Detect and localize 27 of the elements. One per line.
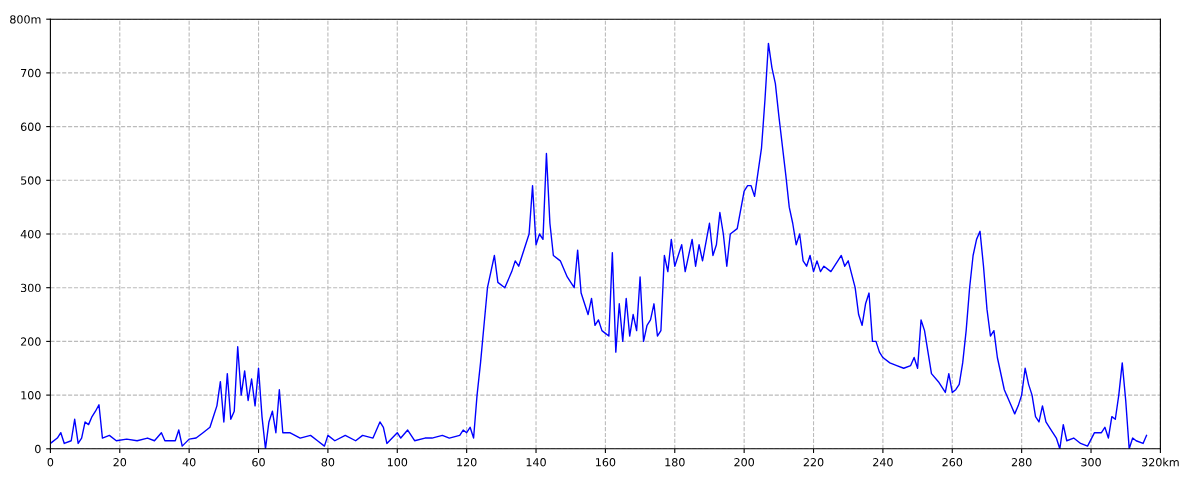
x-tick-label: 100 <box>387 458 408 467</box>
x-tick-label: 160 <box>596 458 616 467</box>
y-tick-label: 500 <box>21 176 41 185</box>
y-tick-label: 700 <box>21 68 41 78</box>
x-tick-label: 20 <box>113 458 127 467</box>
x-tick-label: 60 <box>252 458 265 467</box>
x-tick-label: 80 <box>321 458 335 467</box>
x-tick-label: 200 <box>734 458 755 467</box>
x-tick-label: 220 <box>803 458 824 467</box>
x-tick-label: 300 <box>1081 458 1101 467</box>
y-tick-label: 800m <box>10 15 41 24</box>
y-tick-label: 200 <box>20 337 41 346</box>
y-tick-label: 0 <box>35 444 41 454</box>
x-tick-label: 180 <box>665 458 685 467</box>
y-tick-label: 600 <box>20 122 41 131</box>
x-tick-label: 0 <box>47 458 54 467</box>
x-tick-label: 320km <box>1142 457 1179 467</box>
y-tick-label: 100 <box>21 391 41 400</box>
line-series <box>50 42 1148 449</box>
x-tick-label: 140 <box>526 458 546 467</box>
x-tick-label: 280 <box>1011 458 1032 467</box>
x-tick-label: 260 <box>942 458 963 467</box>
y-tick-label: 300 <box>21 283 41 293</box>
x-tick-label: 40 <box>182 458 196 467</box>
y-tick-label: 400 <box>20 229 41 239</box>
x-tick-label: 240 <box>873 458 893 467</box>
x-tick-label: 120 <box>457 458 477 467</box>
